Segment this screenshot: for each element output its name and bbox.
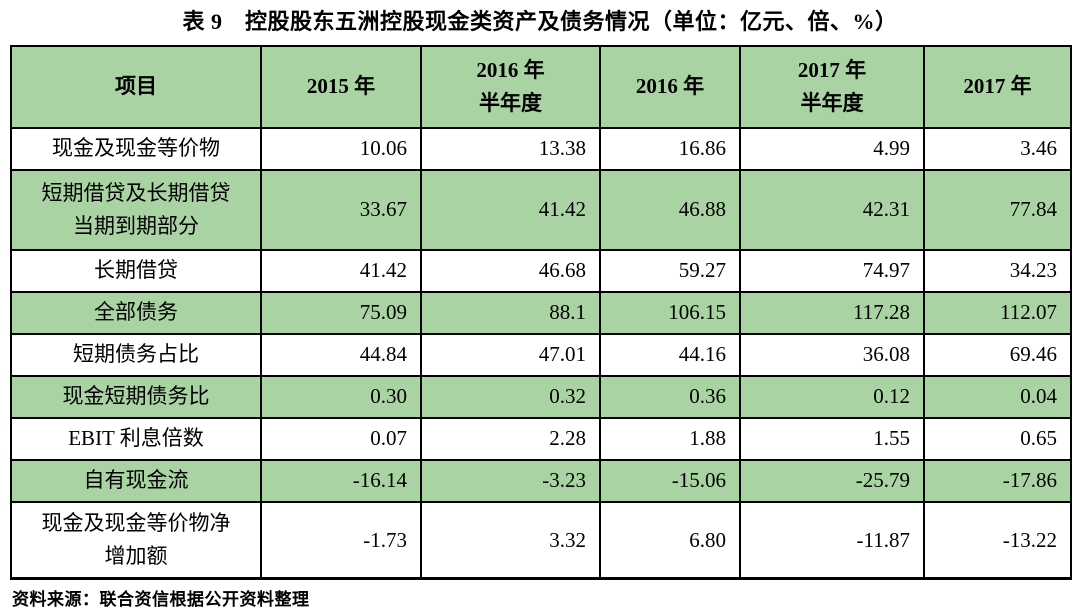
cell-value: 41.42 [260, 248, 422, 293]
table-row: 现金及现金等价物净 增加额 -1.73 3.32 6.80 -11.87 -13… [10, 500, 1072, 581]
cell-value: -13.22 [923, 500, 1072, 581]
cell-value: 41.42 [420, 168, 601, 251]
cell-value: -17.86 [923, 458, 1072, 503]
cell-value: 1.55 [739, 416, 925, 461]
cell-value: 4.99 [739, 126, 925, 171]
cell-value: 77.84 [923, 168, 1072, 251]
cell-value: 36.08 [739, 332, 925, 377]
cell-value: -11.87 [739, 500, 925, 581]
cell-value: 0.36 [599, 374, 741, 419]
cell-value: 0.07 [260, 416, 422, 461]
cell-value: 117.28 [739, 290, 925, 335]
table-row: 长期借贷 41.42 46.68 59.27 74.97 34.23 [10, 248, 1072, 293]
cell-value: 69.46 [923, 332, 1072, 377]
cell-value: 34.23 [923, 248, 1072, 293]
cell-value: 44.16 [599, 332, 741, 377]
cell-value: 0.04 [923, 374, 1072, 419]
cell-value: 33.67 [260, 168, 422, 251]
cell-value: 13.38 [420, 126, 601, 171]
cell-value: -25.79 [739, 458, 925, 503]
cell-value: 0.30 [260, 374, 422, 419]
cell-value: 0.32 [420, 374, 601, 419]
cell-value: 3.32 [420, 500, 601, 581]
table-row: 短期借贷及长期借贷 当期到期部分 33.67 41.42 46.88 42.31… [10, 168, 1072, 251]
column-header-2016-half: 2016 年 半年度 [420, 44, 601, 129]
cell-value: 6.80 [599, 500, 741, 581]
financial-table: 项目 2015 年 2016 年 半年度 2016 年 2017 年 半年度 2… [10, 44, 1072, 581]
cell-value: 47.01 [420, 332, 601, 377]
cell-value: -1.73 [260, 500, 422, 581]
row-label: 短期借贷及长期借贷 当期到期部分 [10, 168, 262, 251]
row-label: 现金及现金等价物 [10, 126, 262, 171]
cell-value: 106.15 [599, 290, 741, 335]
source-note: 资料来源：联合资信根据公开资料整理 [12, 590, 310, 610]
column-header-item: 项目 [10, 44, 262, 129]
table-title: 表 9 控股股东五洲控股现金类资产及债务情况（单位：亿元、倍、%） [182, 9, 898, 34]
cell-value: 1.88 [599, 416, 741, 461]
table-row: 自有现金流 -16.14 -3.23 -15.06 -25.79 -17.86 [10, 458, 1072, 503]
cell-value: 44.84 [260, 332, 422, 377]
column-header-2017: 2017 年 [923, 44, 1072, 129]
cell-value: -3.23 [420, 458, 601, 503]
cell-value: 74.97 [739, 248, 925, 293]
cell-value: 2.28 [420, 416, 601, 461]
row-label: 自有现金流 [10, 458, 262, 503]
cell-value: 75.09 [260, 290, 422, 335]
table-row: 现金及现金等价物 10.06 13.38 16.86 4.99 3.46 [10, 126, 1072, 171]
cell-value: 59.27 [599, 248, 741, 293]
column-header-2015: 2015 年 [260, 44, 422, 129]
cell-value: 46.88 [599, 168, 741, 251]
cell-value: 88.1 [420, 290, 601, 335]
column-header-2017-half: 2017 年 半年度 [739, 44, 925, 129]
row-label: 长期借贷 [10, 248, 262, 293]
row-label: 全部债务 [10, 290, 262, 335]
cell-value: 112.07 [923, 290, 1072, 335]
column-header-2016: 2016 年 [599, 44, 741, 129]
cell-value: 3.46 [923, 126, 1072, 171]
table-header-row: 项目 2015 年 2016 年 半年度 2016 年 2017 年 半年度 2… [10, 44, 1072, 129]
cell-value: -15.06 [599, 458, 741, 503]
row-label: 短期债务占比 [10, 332, 262, 377]
cell-value: 16.86 [599, 126, 741, 171]
row-label: EBIT 利息倍数 [10, 416, 262, 461]
cell-value: -16.14 [260, 458, 422, 503]
row-label: 现金短期债务比 [10, 374, 262, 419]
table-row: 现金短期债务比 0.30 0.32 0.36 0.12 0.04 [10, 374, 1072, 419]
cell-value: 0.65 [923, 416, 1072, 461]
cell-value: 0.12 [739, 374, 925, 419]
cell-value: 10.06 [260, 126, 422, 171]
table-row: EBIT 利息倍数 0.07 2.28 1.88 1.55 0.65 [10, 416, 1072, 461]
table-row: 短期债务占比 44.84 47.01 44.16 36.08 69.46 [10, 332, 1072, 377]
cell-value: 46.68 [420, 248, 601, 293]
cell-value: 42.31 [739, 168, 925, 251]
row-label: 现金及现金等价物净 增加额 [10, 500, 262, 581]
table-row: 全部债务 75.09 88.1 106.15 117.28 112.07 [10, 290, 1072, 335]
